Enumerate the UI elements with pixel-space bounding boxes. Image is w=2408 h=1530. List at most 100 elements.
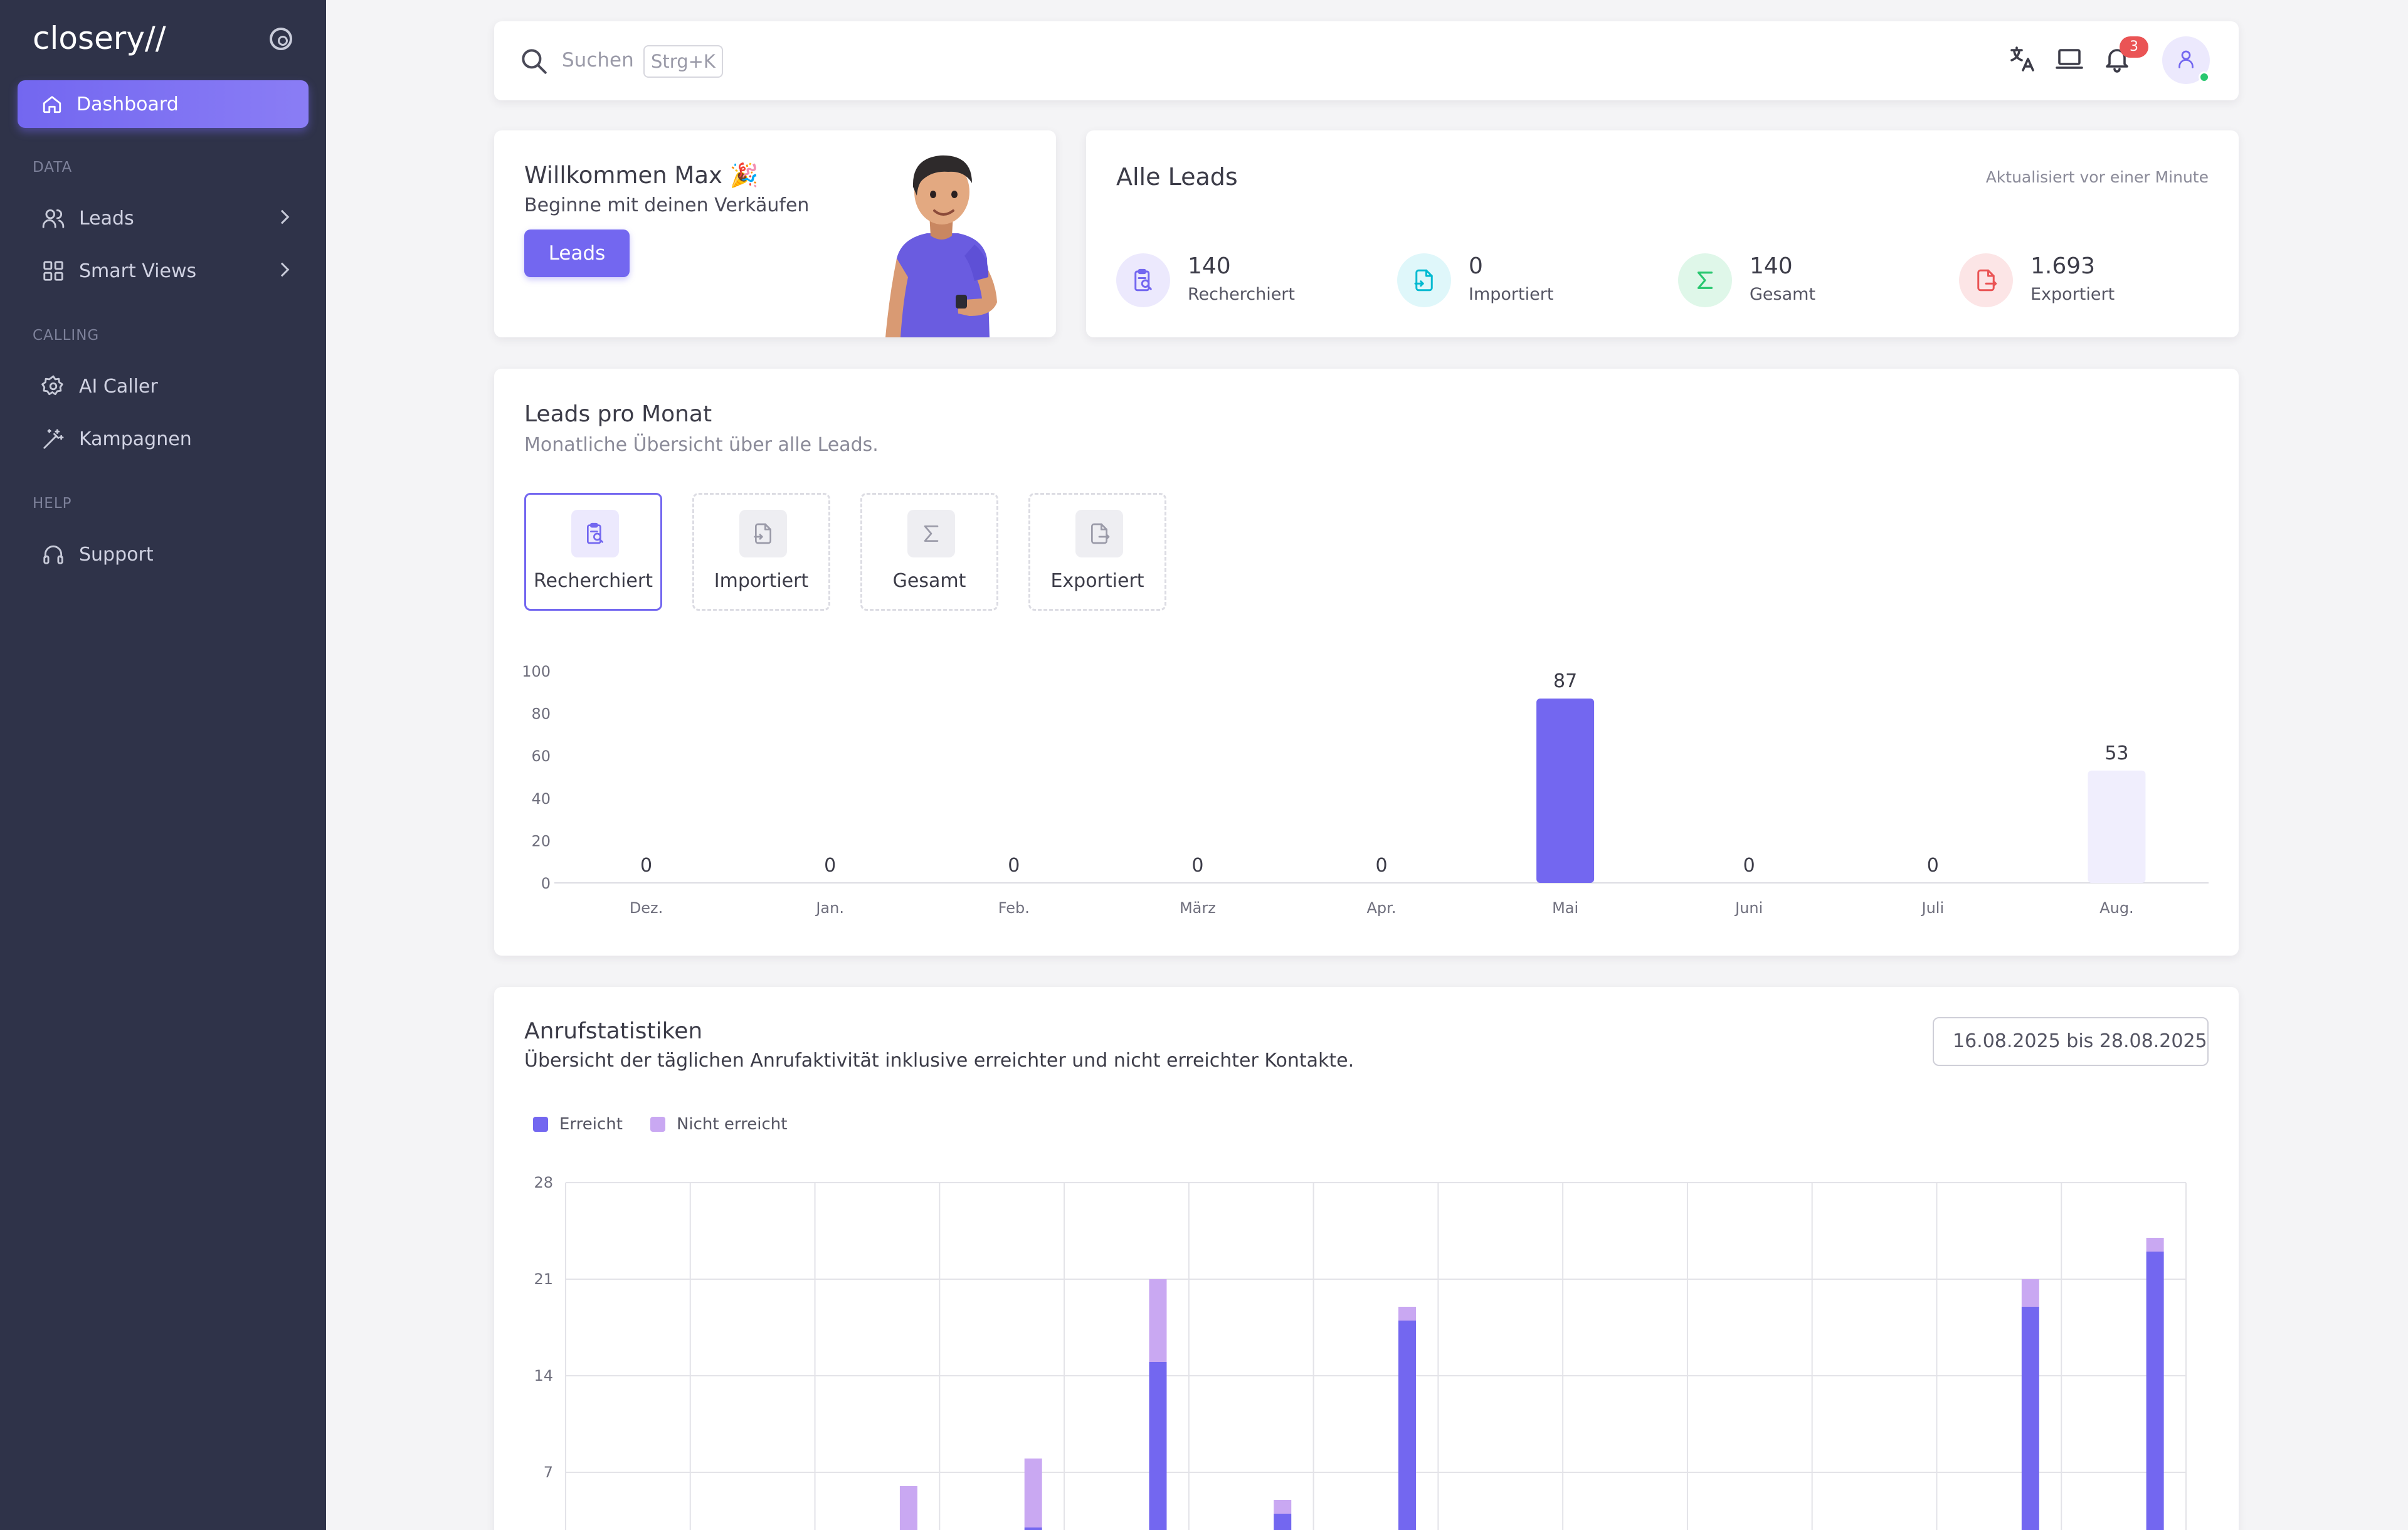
grid-icon [41,259,65,283]
search-icon[interactable] [518,45,549,79]
legend-swatch-nicht-erreicht [650,1117,665,1132]
tab-importiert[interactable]: Importiert [692,493,830,611]
sigma-icon [1678,253,1732,307]
leads-button[interactable]: Leads [524,230,630,277]
clipboard-search-icon [1116,253,1170,307]
sidebar-item-label: Support [79,543,154,566]
sidebar-item-leads[interactable]: Leads [18,196,309,241]
stat-label: Gesamt [1750,285,1816,304]
sigma-icon [907,510,955,557]
x-tick-label: Jan. [815,899,844,917]
date-range-input[interactable]: 16.08.2025 bis 28.08.2025 [1933,1017,2209,1066]
x-tick-label: Feb. [998,899,1030,917]
sidebar-item-smart-views[interactable]: Smart Views [18,248,309,293]
data-label: 0 [824,855,836,877]
chart-legend: Erreicht Nicht erreicht [533,1115,787,1134]
data-label: 0 [1375,855,1387,877]
stat-value: 1.693 [2030,253,2096,279]
bar-nicht-erreicht-22.08. [1398,1307,1416,1321]
bar-erreicht-19.08. [1024,1527,1042,1530]
call-stats-chart: 07142128 [534,1174,2187,1530]
tab-gesamt[interactable]: Gesamt [860,493,998,611]
y-tick-label: 21 [534,1270,553,1288]
call-stats-subtitle: Übersicht der täglichen Anrufaktivität i… [524,1050,1354,1072]
legend-label-nicht-erreicht: Nicht erreicht [676,1115,788,1134]
y-tick-label: 0 [541,875,551,892]
call-stats-title: Anrufstatistiken [524,1018,703,1044]
call-stats-card: Anrufstatistiken Übersicht der täglichen… [494,987,2239,1530]
data-label: 0 [1927,855,1939,877]
stat-label: Recherchiert [1188,285,1295,304]
tab-label: Recherchiert [534,570,653,592]
sidebar-section-data: DATA [33,159,73,176]
tab-label: Exportiert [1050,570,1144,592]
x-tick-label: Dez. [630,899,663,917]
last-updated-text: Aktualisiert vor einer Minute [1985,168,2209,186]
y-tick-label: 80 [531,705,551,723]
translate-icon[interactable] [2007,44,2037,76]
bar-nicht-erreicht-19.08. [1024,1459,1042,1527]
sidebar-item-ai-caller[interactable]: AI Caller [18,364,309,409]
all-leads-title: Alle Leads [1116,163,1238,191]
leads-per-month-card: Leads pro Monat Monatliche Übersicht übe… [494,369,2239,956]
data-label: 0 [1008,855,1020,877]
x-tick-label: März [1180,899,1216,917]
sidebar-item-label: Leads [79,207,134,230]
bar-nicht-erreicht-20.08. [1149,1279,1167,1362]
y-tick-label: 20 [531,832,551,850]
bar-nicht-erreicht-18.08. [899,1486,917,1530]
sidebar-section-help: HELP [33,495,72,512]
tab-label: Gesamt [892,570,966,592]
sidebar-item-dashboard[interactable]: Dashboard [18,80,309,128]
stat-recherchiert: 140 Recherchiert [1116,253,1367,314]
app-logo[interactable]: closery// [33,20,166,56]
bar-nicht-erreicht-27.08. [2021,1279,2039,1307]
stat-importiert: 0 Importiert [1397,253,1648,314]
sidebar-item-support[interactable]: Support [18,532,309,577]
chevron-right-icon [275,262,290,277]
data-label: 0 [1191,855,1203,877]
sidebar-item-label: Dashboard [77,93,179,115]
notification-badge: 3 [2120,36,2148,58]
file-export-icon [1075,510,1123,557]
search-input[interactable]: Suchen [562,49,634,71]
home-icon [41,93,63,115]
y-tick-label: 28 [534,1174,553,1191]
legend-label-erreicht: Erreicht [559,1115,623,1134]
bell-icon[interactable] [2102,44,2132,76]
bar-erreicht-28.08. [2146,1252,2164,1530]
bar-nicht-erreicht-28.08. [2146,1238,2164,1252]
tab-exportiert[interactable]: Exportiert [1028,493,1166,611]
stat-gesamt: 140 Gesamt [1678,253,1929,314]
leads-per-month-chart: 0 20 40 60 80 100 0 Dez. 0 Jan. 0 Feb. 0 März 0 Apr. 87 M… [522,663,2209,917]
bar-erreicht-22.08. [1398,1321,1416,1530]
leads-per-month-title: Leads pro Monat [524,401,712,427]
x-tick-label: Mai [1552,899,1578,917]
legend-swatch-erreicht [533,1117,548,1132]
data-label: 0 [640,855,652,877]
welcome-card: Willkommen Max 🎉 Beginne mit deinen Verk… [494,130,1056,337]
x-tick-label: Juni [1734,899,1763,917]
data-label: 53 [2104,742,2128,764]
stat-value: 0 [1469,253,1483,279]
bar-nicht-erreicht-21.08. [1274,1500,1292,1514]
bar-erreicht-21.08. [1274,1514,1292,1530]
sidebar: closery// Dashboard DATA Leads Smart Vie… [0,0,326,1530]
sidebar-section-calling: CALLING [33,327,100,344]
stat-label: Importiert [1469,285,1554,304]
stat-label: Exportiert [2030,285,2115,304]
character-illustration [885,155,997,337]
sidebar-item-kampagnen[interactable]: Kampagnen [18,416,309,462]
bar-Aug. [2088,770,2146,883]
users-icon [41,206,65,230]
stat-value: 140 [1750,253,1793,279]
x-tick-label: Aug. [2099,899,2134,917]
settings-icon [41,374,65,398]
avatar[interactable] [2162,36,2210,84]
file-import-icon [739,510,787,557]
sidebar-collapse-icon[interactable] [270,28,292,50]
laptop-icon[interactable] [2054,44,2084,76]
data-label: 87 [1553,670,1577,692]
stat-value: 140 [1188,253,1231,279]
tab-recherchiert[interactable]: Recherchiert [524,493,662,611]
